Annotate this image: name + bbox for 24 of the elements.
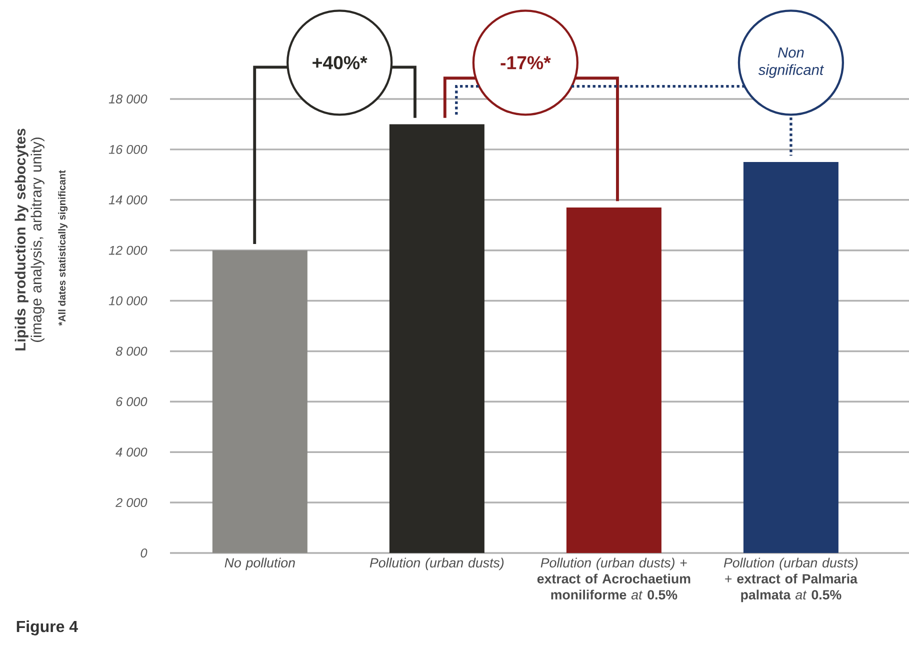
y-tick-label: 10 000: [108, 296, 148, 306]
x-tick-label: No pollution: [224, 558, 295, 570]
y-tick-label: 8 000: [116, 346, 148, 356]
bar: [566, 207, 662, 553]
text: *All dates statistically significant: [58, 170, 68, 326]
text: +40%*: [312, 56, 368, 70]
x-tick-label: Pollution (urban dusts) + extract of Palmaria palmata at 0.5%: [724, 558, 858, 602]
y-tick-label: 18 000: [108, 94, 148, 104]
x-tick-label: Pollution (urban dusts): [370, 558, 504, 570]
x-tick-label: Pollution (urban dusts) + extract of Acrochaetium moniliforme at 0.5%: [537, 558, 690, 600]
caption: Figure 4: [16, 620, 78, 636]
text: -17%*: [500, 56, 551, 70]
bar: [743, 162, 838, 553]
y-axis-title: Lipids production by sebocytes (image analysis, arbitrary unity): [14, 128, 44, 350]
y-tick-label: 0: [140, 548, 148, 558]
y-tick-label: 16 000: [108, 144, 148, 154]
y-tick-label: 12 000: [108, 246, 148, 255]
bar: [212, 250, 308, 553]
y-tick-label: 4 000: [116, 448, 148, 457]
y-tick-label: 14 000: [108, 195, 148, 204]
y-tick-label: 2 000: [116, 498, 148, 508]
text: Non significant: [758, 47, 824, 78]
bar: [389, 124, 484, 553]
y-tick-label: 6 000: [116, 397, 148, 406]
